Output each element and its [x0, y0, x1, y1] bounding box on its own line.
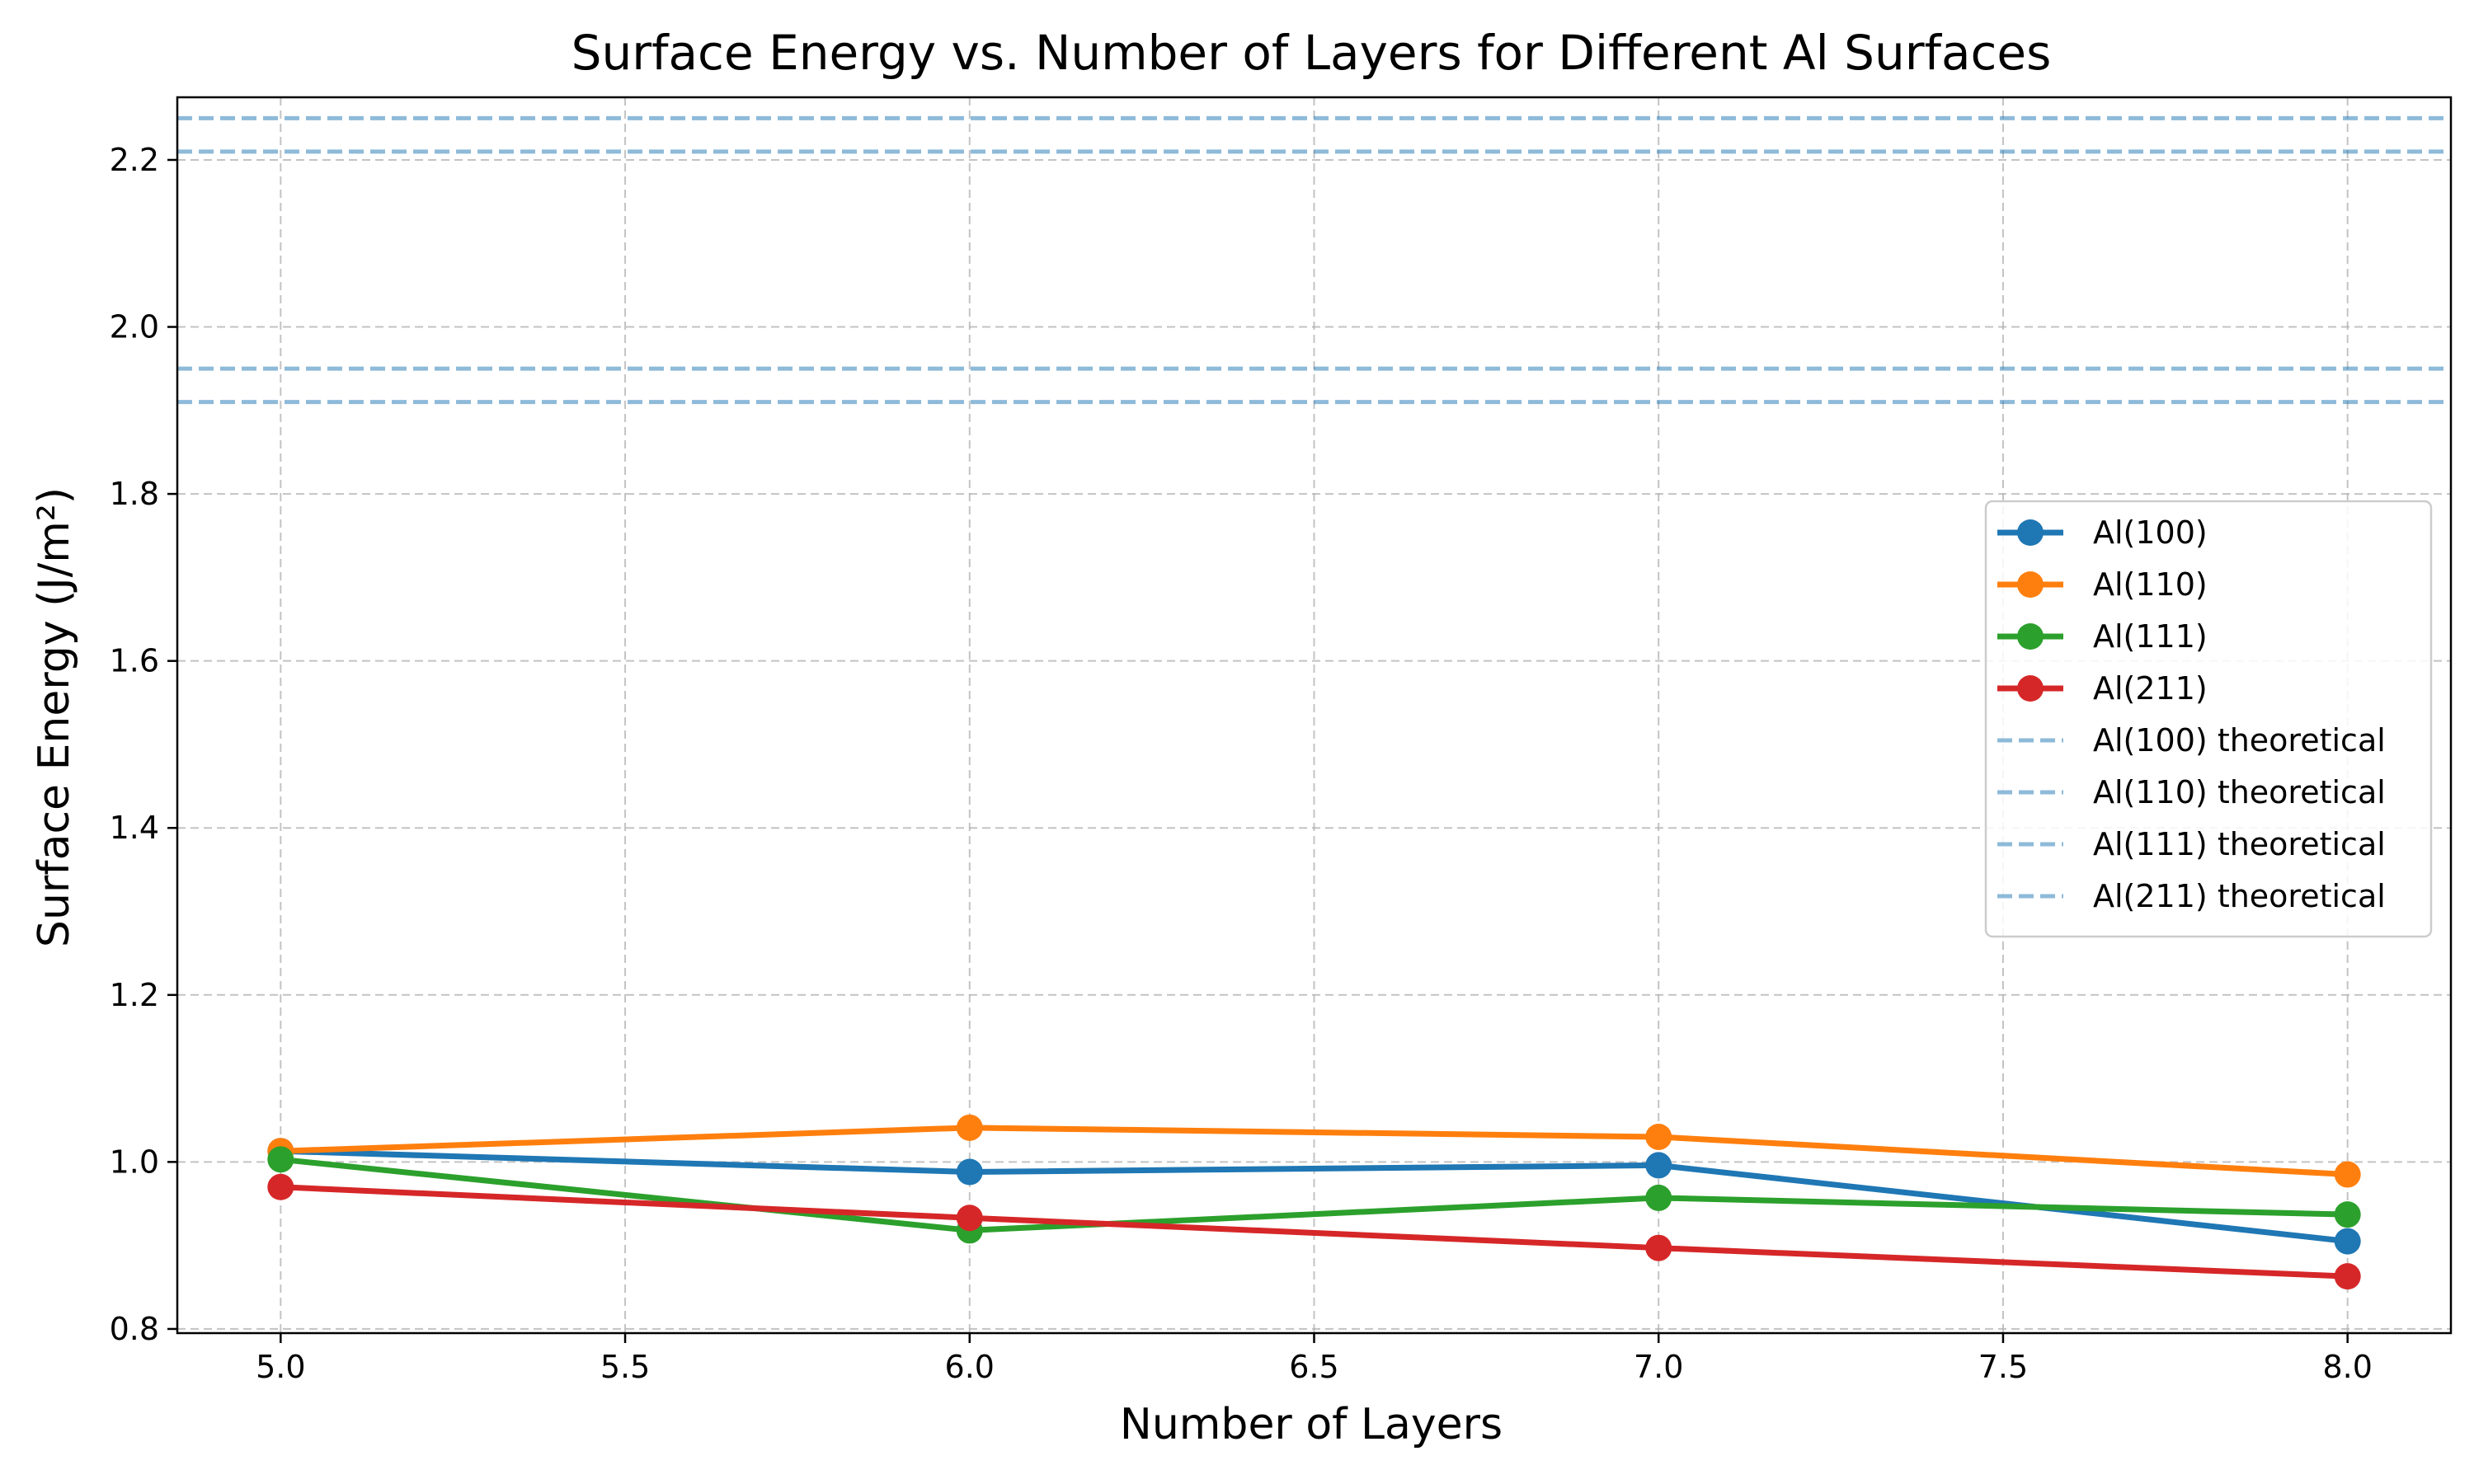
data-point — [1645, 1152, 1672, 1179]
y-tick-label: 2.0 — [110, 309, 159, 345]
data-point — [2334, 1228, 2361, 1255]
data-point — [2334, 1201, 2361, 1228]
data-point — [267, 1173, 294, 1200]
data-point — [267, 1146, 294, 1173]
data-series — [267, 1114, 2361, 1290]
series-line — [280, 1125, 2348, 1178]
y-tick-label: 1.6 — [110, 643, 159, 679]
legend-label: Al(111) — [2093, 618, 2208, 655]
legend-label: Al(100) — [2093, 514, 2208, 551]
chart-title: Surface Energy vs. Number of Layers for … — [571, 25, 2052, 81]
legend-marker-swatch — [2017, 623, 2044, 650]
data-point — [956, 1158, 983, 1186]
y-tick-label: 1.8 — [110, 476, 159, 512]
y-tick-label: 1.0 — [110, 1144, 159, 1180]
y-tick-label: 2.2 — [110, 142, 159, 178]
y-tick-label: 0.8 — [110, 1311, 159, 1347]
legend: Al(100) Al(110) Al(111) Al(211) Al(100) theo… — [1984, 500, 2433, 938]
data-point — [2334, 1263, 2361, 1290]
x-tick-label: 7.5 — [1978, 1349, 2028, 1385]
x-tick-label: 5.0 — [256, 1349, 305, 1385]
legend-label: Al(211) — [2093, 670, 2208, 707]
y-tick-label: 1.4 — [110, 810, 159, 846]
legend-label: Al(211) theoretical — [2093, 878, 2386, 914]
x-tick-label: 6.5 — [1289, 1349, 1338, 1385]
series-line — [280, 1184, 2348, 1280]
data-point — [1645, 1234, 1672, 1261]
data-point — [956, 1205, 983, 1232]
x-tick-label: 8.0 — [2322, 1349, 2372, 1385]
data-point — [956, 1114, 983, 1141]
reference-lines — [177, 115, 2451, 405]
x-tick-label: 6.0 — [945, 1349, 995, 1385]
legend-label: Al(100) theoretical — [2093, 722, 2386, 758]
series-line — [280, 1156, 2348, 1233]
series-line — [280, 1148, 2349, 1245]
data-point — [1645, 1184, 1672, 1211]
x-tick-label: 7.0 — [1634, 1349, 1683, 1385]
x-axis-label: Number of Layers — [1120, 1400, 1503, 1449]
legend-label: Al(111) theoretical — [2093, 826, 2386, 862]
legend-marker-swatch — [2017, 675, 2044, 702]
y-axis-label: Surface Energy (J/m²) — [30, 487, 79, 947]
x-tick-label: 5.5 — [600, 1349, 650, 1385]
data-point — [2334, 1161, 2361, 1188]
legend-label: Al(110) theoretical — [2093, 774, 2386, 810]
legend-box — [1984, 500, 2433, 938]
x-axis: 5.0 5.5 6.0 6.5 7.0 7.5 8.0 — [256, 1333, 2373, 1385]
data-point — [1645, 1123, 1672, 1150]
y-tick-label: 1.2 — [110, 977, 159, 1013]
legend-label: Al(110) — [2093, 566, 2208, 603]
legend-marker-swatch — [2017, 571, 2044, 598]
legend-marker-swatch — [2017, 519, 2044, 546]
y-axis: 0.8 1.0 1.2 1.4 1.6 1.8 2.0 2.2 — [110, 142, 177, 1347]
